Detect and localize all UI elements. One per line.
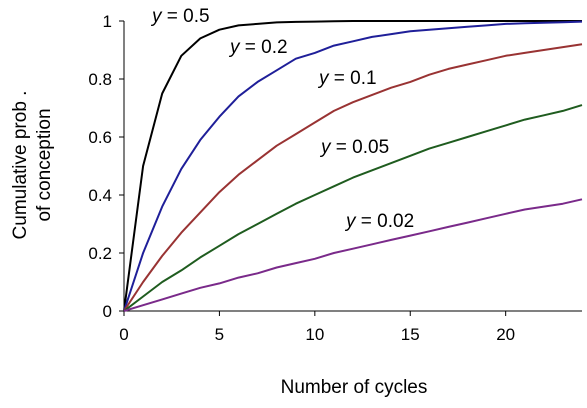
series-line (123, 198, 583, 312)
y-axis-title-line-1: Cumulative prob . (10, 91, 31, 240)
x-tick-label: 10 (305, 325, 324, 344)
x-tick-label: 20 (496, 325, 515, 344)
y-tick-label: 0.2 (88, 244, 112, 263)
series-line (123, 104, 583, 312)
series-label: y = 0.5 (150, 6, 210, 27)
y-tick-label: 1 (103, 12, 112, 31)
x-tick-label: 0 (119, 325, 128, 344)
series-label: y = 0.2 (228, 37, 288, 58)
series-group (123, 20, 583, 312)
y-tick-label: 0.8 (88, 70, 112, 89)
y-tick-label: 0.6 (88, 128, 112, 147)
series-line (123, 20, 582, 312)
y-axis-title: Cumulative prob . of conception (10, 91, 55, 240)
series-label: y = 0.05 (319, 137, 389, 158)
y-tick-label: 0 (103, 302, 112, 321)
series-line (123, 20, 583, 312)
axes: 0 5 10 15 20 0 0.2 0.4 0.6 0.8 1 (88, 12, 582, 344)
series-line (123, 43, 583, 312)
x-axis-title: Number of cycles (281, 377, 428, 398)
series-label: y = 0.1 (317, 68, 377, 89)
y-axis-title-line-2: of conception (34, 108, 55, 221)
series-label: y = 0.02 (344, 211, 414, 232)
y-tick-label: 0.4 (88, 186, 112, 205)
x-tick-label: 15 (401, 325, 420, 344)
series-labels: y = 0.5 y = 0.2 y = 0.1 y = 0.05 y = 0.02 (150, 6, 414, 232)
x-tick-label: 5 (215, 325, 224, 344)
